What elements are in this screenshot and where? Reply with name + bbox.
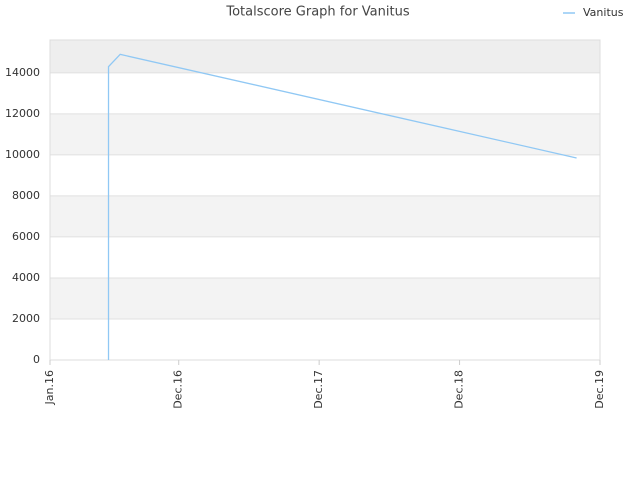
x-tick-label: Dec.17 bbox=[312, 370, 325, 409]
legend-label: Vanitus bbox=[583, 6, 624, 19]
grid-band bbox=[50, 277, 600, 319]
x-tick-label: Dec.18 bbox=[453, 370, 466, 409]
y-tick-label: 12000 bbox=[5, 107, 40, 120]
grid-band bbox=[50, 113, 600, 155]
x-tick-label: Dec.19 bbox=[593, 370, 606, 409]
series-line bbox=[107, 53, 577, 360]
y-tick-label: 10000 bbox=[5, 148, 40, 161]
y-tick-label: 0 bbox=[33, 353, 40, 366]
chart-title: Totalscore Graph for Vanitus bbox=[225, 5, 409, 20]
grid-band bbox=[50, 195, 600, 237]
y-tick-label: 6000 bbox=[12, 230, 40, 243]
x-tick-label: Jan.16 bbox=[43, 370, 56, 405]
y-tick-label: 4000 bbox=[12, 271, 40, 284]
grid-band bbox=[50, 236, 600, 278]
grid-band bbox=[50, 40, 600, 73]
x-tick-label: Dec.16 bbox=[172, 370, 185, 409]
grid-band bbox=[50, 154, 600, 196]
plot-border bbox=[49, 39, 601, 361]
y-tick-label: 2000 bbox=[12, 312, 40, 325]
y-tick-label: 8000 bbox=[12, 189, 40, 202]
y-tick-label: 14000 bbox=[5, 66, 40, 79]
grid-band bbox=[50, 72, 600, 114]
grid-band bbox=[50, 318, 600, 360]
